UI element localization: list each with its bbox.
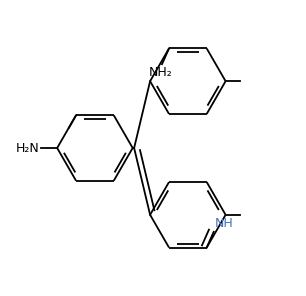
Text: H₂N: H₂N [16,141,40,155]
Text: NH: NH [215,217,234,230]
Text: NH₂: NH₂ [149,66,172,79]
